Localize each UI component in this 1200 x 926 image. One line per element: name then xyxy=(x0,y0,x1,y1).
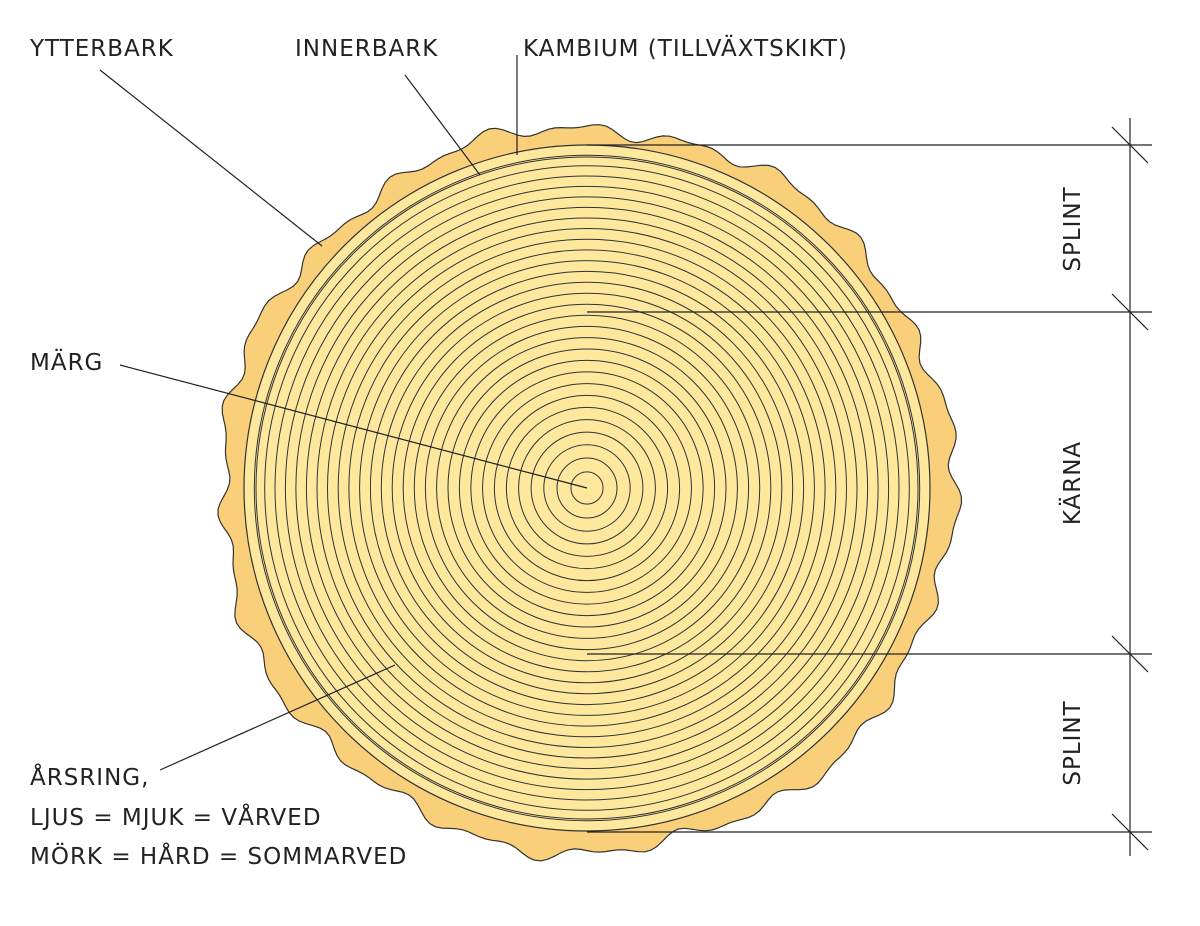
leader-lines xyxy=(99,55,588,771)
zone-label: SPLINT xyxy=(1060,186,1086,271)
label: KAMBIUM (TILLVÄXTSKIKT) xyxy=(523,34,848,62)
annual-rings xyxy=(253,154,921,822)
ring xyxy=(470,371,704,605)
ring xyxy=(505,406,669,570)
ring xyxy=(264,165,910,811)
label: YTTERBARK xyxy=(29,36,174,62)
ring xyxy=(380,281,794,695)
ring xyxy=(253,154,921,822)
dimension-lines xyxy=(587,118,1152,856)
ring xyxy=(359,260,815,716)
label: LJUS = MJUK = VÅRVED xyxy=(30,803,322,831)
ring xyxy=(327,228,847,748)
ring xyxy=(424,325,750,651)
ring xyxy=(556,457,618,519)
zone-label: SPLINT xyxy=(1060,700,1086,785)
label: MÄRG xyxy=(30,348,103,376)
ring xyxy=(337,238,837,738)
ring xyxy=(458,359,716,617)
ring xyxy=(369,270,805,706)
label: MÖRK = HÅRD = SOMMARVED xyxy=(30,842,407,870)
ring xyxy=(316,217,858,759)
ring xyxy=(518,419,656,557)
ring xyxy=(436,337,738,639)
ring xyxy=(305,206,869,770)
ring xyxy=(447,348,727,628)
ring xyxy=(391,292,783,684)
ring xyxy=(482,383,692,593)
zone-label: KÄRNA xyxy=(1058,441,1086,525)
ring xyxy=(274,175,900,801)
ring xyxy=(570,471,604,505)
label: ÅRSRING, xyxy=(30,763,149,791)
ring xyxy=(348,249,826,727)
ring xyxy=(255,156,919,820)
ring xyxy=(530,431,644,545)
label: INNERBARK xyxy=(295,36,438,62)
ring xyxy=(543,444,631,532)
ring xyxy=(295,196,879,780)
ring xyxy=(493,394,681,582)
ring xyxy=(413,314,761,662)
ring xyxy=(284,185,890,791)
ring xyxy=(402,303,772,673)
